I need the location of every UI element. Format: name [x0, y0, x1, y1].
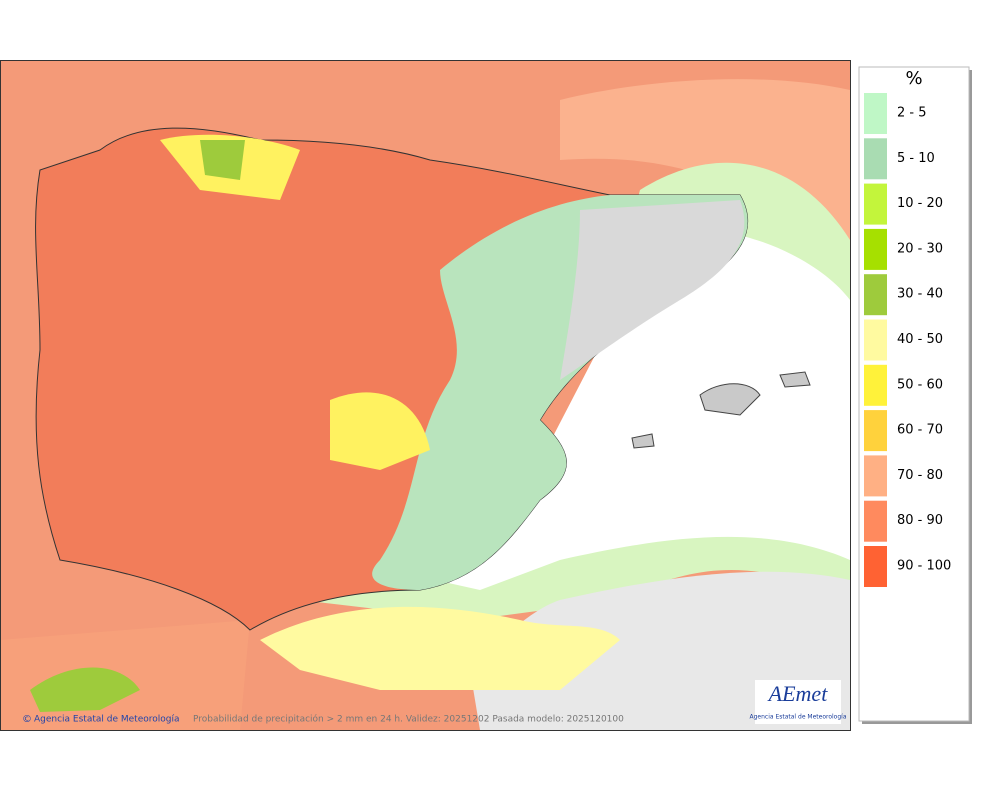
legend-swatch	[864, 319, 887, 361]
legend-label: 2 - 5	[897, 106, 927, 121]
legend-swatch	[864, 183, 887, 225]
map	[0, 60, 850, 730]
legend-label: 80 - 90	[897, 513, 943, 528]
legend-swatch	[864, 364, 887, 406]
legend-swatch	[864, 228, 887, 270]
logo-subtitle: Agencia Estatal de Meteorología	[750, 714, 847, 721]
map-frame	[0, 60, 851, 731]
legend-swatch	[864, 274, 887, 316]
footer-caption: Probabilidad de precipitación > 2 mm en …	[193, 714, 624, 725]
legend-label: 20 - 30	[897, 241, 943, 256]
legend-label: 70 - 80	[897, 468, 943, 483]
legend-swatch	[864, 455, 887, 497]
legend-label: 10 - 20	[897, 196, 943, 211]
legend-title: %	[905, 68, 922, 89]
legend-swatch	[864, 410, 887, 452]
logo-box	[755, 680, 841, 724]
legend-swatch	[864, 138, 887, 180]
legend-label: 50 - 60	[897, 377, 943, 392]
footer-credit: Agencia Estatal de Meteorología	[34, 715, 180, 725]
copyright-icon: ©	[22, 714, 32, 725]
legend-label: 90 - 100	[897, 559, 951, 574]
legend-label: 30 - 40	[897, 287, 943, 302]
legend-label: 5 - 10	[897, 151, 935, 166]
logo-name: AEmet	[767, 681, 829, 706]
legend-items: 2 - 5 5 - 10 10 - 20 20 - 30 30 - 40 40 - 50 5…	[864, 93, 951, 587]
legend-swatch	[864, 93, 887, 134]
legend-label: 40 - 50	[897, 332, 943, 347]
legend-label: 60 - 70	[897, 423, 943, 438]
legend-swatch	[864, 500, 887, 542]
legend-swatch	[864, 546, 887, 587]
